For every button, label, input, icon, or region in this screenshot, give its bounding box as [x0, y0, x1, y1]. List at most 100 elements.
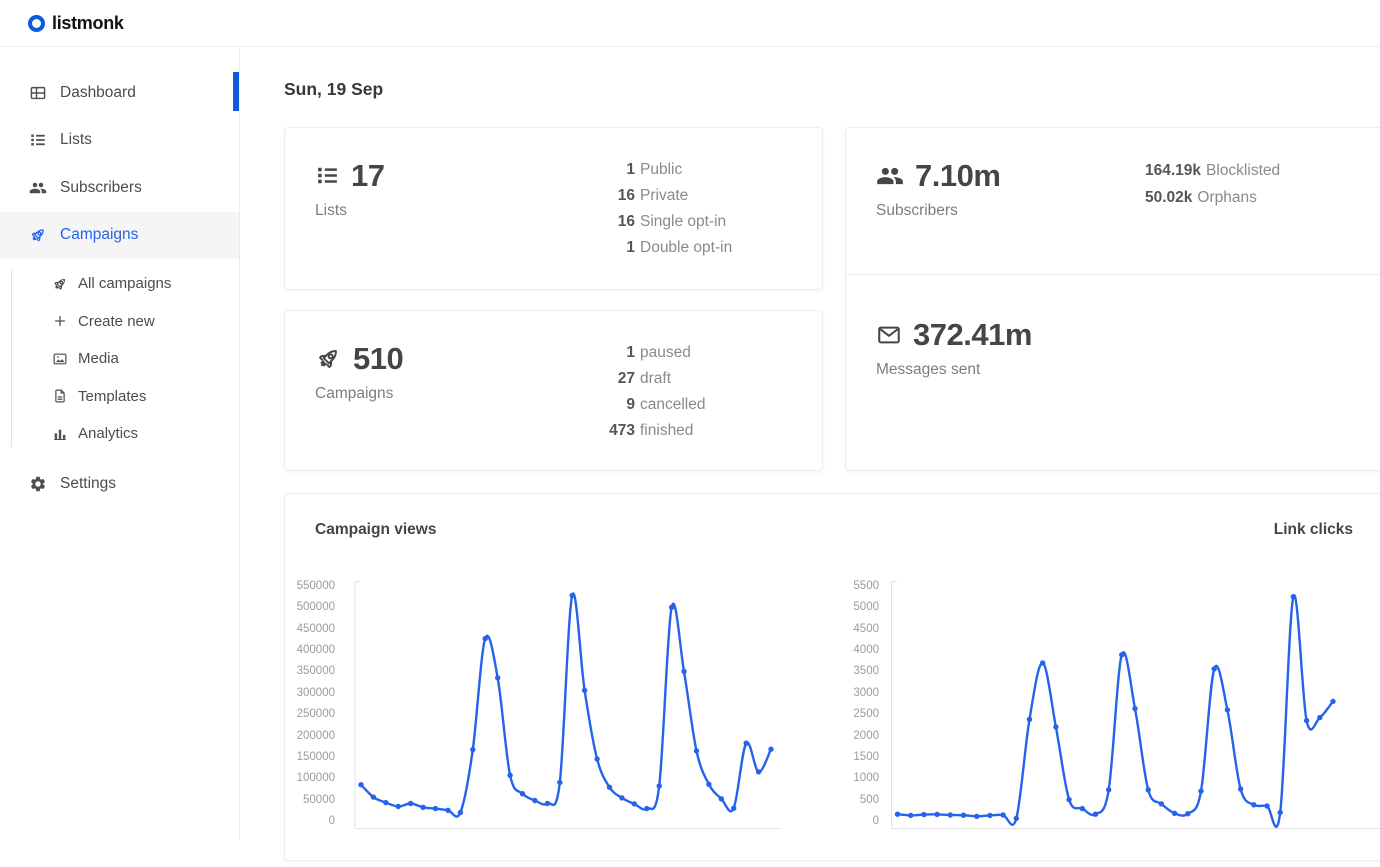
data-point: [458, 810, 463, 815]
y-tick-label: 350000: [297, 664, 335, 678]
data-point: [1080, 806, 1085, 811]
data-point: [934, 812, 939, 817]
data-point: [371, 794, 376, 799]
y-tick-label: 2500: [853, 707, 879, 721]
data-point: [1132, 706, 1137, 711]
stat-row-single-optin: 16 Single opt-in: [575, 209, 732, 235]
data-point: [657, 783, 662, 788]
sidebar-item-settings[interactable]: Settings: [0, 461, 239, 509]
stat-num: 473: [575, 422, 635, 440]
y-tick-label: 1500: [853, 750, 879, 764]
submenu-item-create-new[interactable]: Create new: [0, 303, 239, 341]
messages-card-label: Messages sent: [846, 361, 1380, 379]
stat-label: Private: [640, 187, 688, 205]
data-point: [908, 813, 913, 818]
sidebar-item-dashboard[interactable]: Dashboard: [0, 69, 239, 117]
stat-row-blocklisted: 164.19k Blocklisted: [1145, 157, 1280, 184]
sidebar-item-lists-label: Lists: [60, 131, 92, 149]
stat-label: Orphans: [1197, 189, 1256, 207]
media-image-icon: [52, 351, 68, 367]
data-point: [483, 636, 488, 641]
templates-file-icon: [52, 388, 68, 404]
y-tick-label: 4500: [853, 622, 879, 636]
campaigns-stats: 1 paused 27 draft 9 cancelled 473 finish…: [575, 340, 706, 444]
submenu-item-analytics[interactable]: Analytics: [0, 415, 239, 453]
submenu-item-all-campaigns[interactable]: All campaigns: [0, 265, 239, 303]
data-point: [1040, 660, 1045, 665]
stat-num: 164.19k: [1145, 162, 1201, 180]
y-tick-label: 0: [329, 814, 335, 828]
data-point: [974, 814, 979, 819]
data-point: [408, 801, 413, 806]
sidebar-item-subscribers[interactable]: Subscribers: [0, 164, 239, 212]
data-point: [632, 801, 637, 806]
stat-label: draft: [640, 370, 671, 388]
y-tick-label: 3500: [853, 664, 879, 678]
y-tick-label: 50000: [303, 793, 335, 807]
link-clicks-title: Link clicks: [1274, 521, 1353, 539]
data-point: [1278, 810, 1283, 815]
data-point: [961, 813, 966, 818]
line-series: [898, 595, 1334, 826]
data-point: [1093, 812, 1098, 817]
stat-row-draft: 27 draft: [575, 366, 706, 392]
stat-num: 50.02k: [1145, 189, 1192, 207]
stat-num: 1: [575, 344, 635, 362]
listmonk-logo[interactable]: listmonk: [28, 13, 124, 34]
lists-count: 17: [351, 158, 384, 193]
topbar: listmonk: [0, 0, 1380, 47]
stat-label: paused: [640, 344, 691, 362]
data-point: [445, 808, 450, 813]
data-point: [1000, 812, 1005, 817]
data-point: [1185, 811, 1190, 816]
data-point: [1106, 787, 1111, 792]
data-point: [495, 675, 500, 680]
data-point: [731, 806, 736, 811]
sidebar-item-campaigns-label: Campaigns: [60, 226, 138, 244]
data-point: [1264, 803, 1269, 808]
stat-row-finished: 473 finished: [575, 418, 706, 444]
data-point: [948, 812, 953, 817]
data-point: [1172, 811, 1177, 816]
data-point: [921, 812, 926, 817]
data-point: [756, 769, 761, 774]
lists-icon: [29, 131, 47, 149]
data-point: [1238, 786, 1243, 791]
sidebar-item-campaigns[interactable]: Campaigns: [0, 212, 239, 260]
dashboard-cards: 17 Lists 1 Public 16 Private 16 Si: [284, 127, 1380, 867]
link-clicks-plot[interactable]: [891, 573, 1380, 829]
data-point: [557, 780, 562, 785]
data-point: [694, 748, 699, 753]
campaign-views-plot[interactable]: [347, 573, 781, 829]
campaigns-rocket-icon: [29, 226, 47, 244]
data-point: [1014, 816, 1019, 821]
stat-label: Single opt-in: [640, 213, 726, 231]
stat-row-paused: 1 paused: [575, 340, 706, 366]
submenu-item-analytics-label: Analytics: [78, 425, 138, 442]
y-tick-label: 150000: [297, 750, 335, 764]
date-header: Sun, 19 Sep: [284, 79, 1380, 100]
y-tick-label: 2000: [853, 729, 879, 743]
submenu-item-templates[interactable]: Templates: [0, 378, 239, 416]
submenu-item-media[interactable]: Media: [0, 340, 239, 378]
stat-label: Blocklisted: [1206, 162, 1280, 180]
plus-icon: [52, 313, 68, 329]
stat-label: Public: [640, 161, 682, 179]
settings-gear-icon: [29, 475, 47, 493]
data-point: [1291, 594, 1296, 599]
data-point: [987, 813, 992, 818]
y-tick-label: 200000: [297, 729, 335, 743]
lists-card: 17 Lists 1 Public 16 Private 16 Si: [284, 127, 823, 290]
data-point: [570, 593, 575, 598]
subscribers-card-icon: [876, 162, 904, 190]
y-tick-label: 1000: [853, 771, 879, 785]
data-point: [1251, 802, 1256, 807]
stat-num: 1: [575, 239, 635, 257]
stat-row-orphans: 50.02k Orphans: [1145, 184, 1280, 211]
campaigns-card: 510 Campaigns 1 paused 27 draft 9: [284, 310, 823, 471]
stat-num: 16: [575, 213, 635, 231]
sidebar-item-lists[interactable]: Lists: [0, 117, 239, 165]
